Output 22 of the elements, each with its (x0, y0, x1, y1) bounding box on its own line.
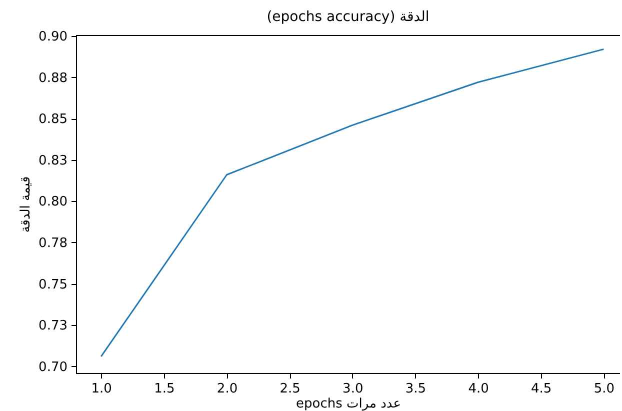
x-tick-label: 3.5 (405, 382, 426, 396)
x-tick-label: 3.0 (342, 382, 364, 396)
x-tick-label: 4.0 (468, 382, 489, 396)
x-tick-label: 1.0 (91, 382, 112, 396)
y-tick-label: 0.73 (38, 318, 68, 334)
y-tick-label: 0.78 (38, 236, 68, 251)
x-tick-label: 5.0 (594, 382, 615, 396)
y-tick-label: 0.90 (38, 29, 68, 44)
y-tick-label: 0.80 (38, 194, 68, 210)
y-tick-label: 0.75 (38, 277, 68, 292)
x-tick-label: 2.0 (216, 382, 238, 396)
line-series (100, 48, 604, 358)
y-tick-label: 0.83 (38, 153, 68, 168)
x-axis-title: epochs عدد مرات (296, 396, 401, 411)
y-tick-label: 0.88 (38, 70, 68, 86)
x-tick-label: 4.5 (531, 382, 552, 396)
y-axis-title: قيمة الدقة (18, 176, 34, 233)
x-tick-label: 1.5 (154, 382, 175, 396)
x-tick-label: 2.5 (280, 382, 300, 396)
chart-title: (epochs accuracy) الدقة (266, 8, 430, 25)
y-tick-label: 0.85 (38, 112, 68, 128)
y-tick-label: 0.70 (38, 360, 68, 375)
